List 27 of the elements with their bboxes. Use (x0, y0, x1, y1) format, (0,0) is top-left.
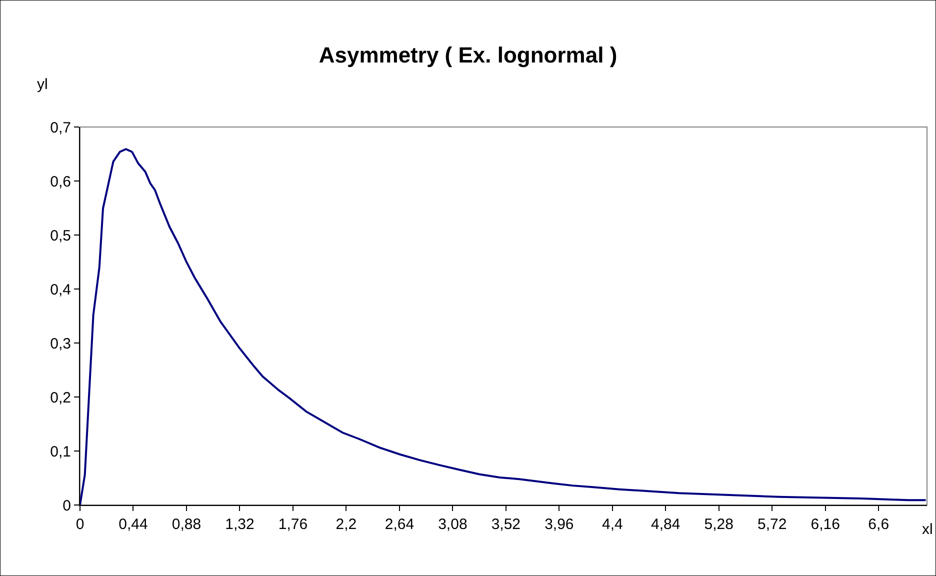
y-tick-label: 0 (62, 497, 71, 514)
x-tick-label: 1,32 (225, 516, 254, 533)
y-tick-label: 0,7 (50, 119, 71, 136)
x-tick-label: 2,64 (384, 516, 414, 533)
y-tick-label: 0,3 (50, 335, 71, 352)
x-tick-label: 0,88 (172, 516, 202, 533)
x-tick-label: 0,44 (118, 516, 148, 533)
x-tick-label: 5,28 (704, 516, 734, 533)
x-axis-title: xl (922, 521, 933, 538)
x-tick-label: 3,96 (544, 516, 574, 533)
x-tick-label: 3,52 (491, 516, 521, 533)
x-tick-label: 5,72 (758, 516, 787, 533)
x-tick-label: 2,2 (336, 516, 357, 533)
y-tick-label: 0,1 (50, 443, 71, 460)
x-tick-label: 0 (76, 516, 84, 533)
y-tick-label: 0,4 (50, 281, 71, 298)
chart-title: Asymmetry ( Ex. lognormal ) (318, 42, 618, 68)
x-tick-label: 1,76 (278, 516, 308, 533)
x-tick-label: 6,6 (868, 516, 890, 533)
x-tick-label: 6,16 (810, 516, 840, 533)
y-tick-label: 0,2 (50, 389, 71, 406)
y-tick-label: 0,6 (50, 173, 71, 190)
y-axis-title: yl (37, 76, 48, 93)
x-tick-label: 4,4 (602, 516, 623, 533)
x-tick-label: 4,84 (651, 516, 680, 533)
y-tick-label: 0,5 (50, 227, 71, 244)
x-tick-label: 3,08 (438, 516, 468, 533)
